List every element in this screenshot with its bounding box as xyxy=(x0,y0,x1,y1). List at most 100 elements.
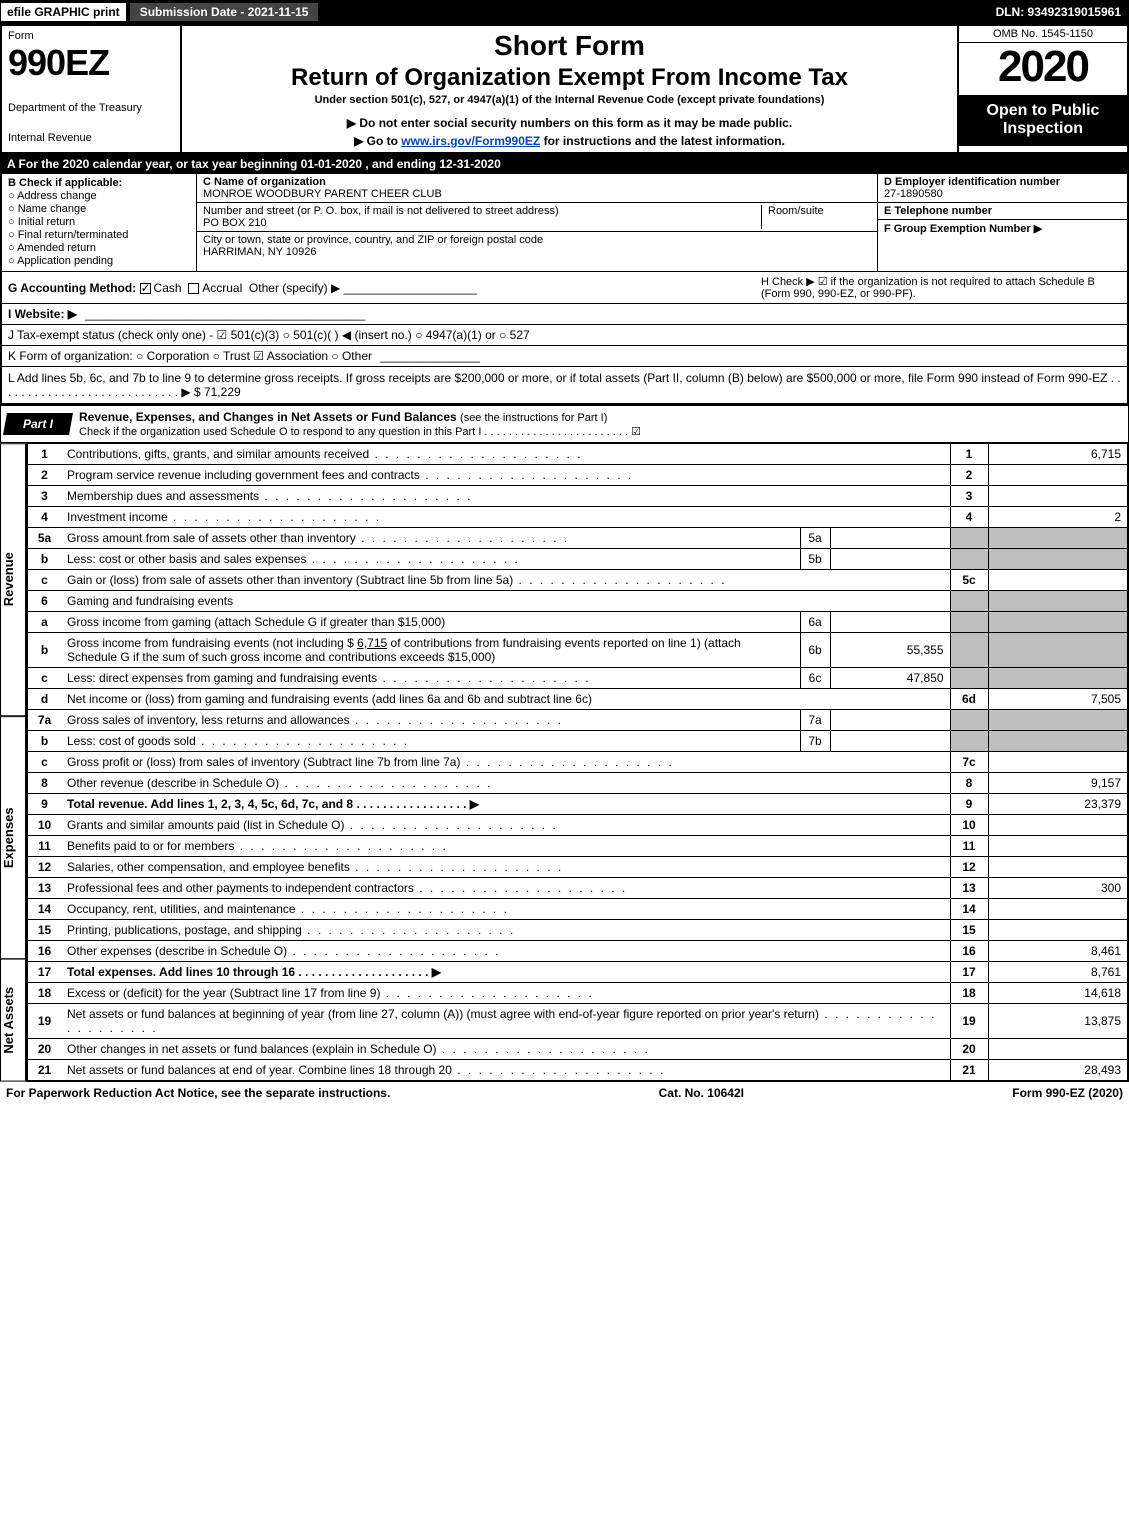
irs-link[interactable]: www.irs.gov/Form990EZ xyxy=(401,134,540,148)
line-a-tax-year: A For the 2020 calendar year, or tax yea… xyxy=(0,154,1129,174)
ln-1: 1 xyxy=(27,444,61,465)
num-5c: 5c xyxy=(950,570,988,591)
form-header: Form 990EZ Department of the Treasury In… xyxy=(0,24,1129,154)
subval-6c: 47,850 xyxy=(830,668,950,689)
num-2: 2 xyxy=(950,465,988,486)
part-1-sub: Check if the organization used Schedule … xyxy=(79,426,641,438)
row-6b: b Gross income from fundraising events (… xyxy=(27,633,1128,668)
amt-6c-shade xyxy=(988,668,1128,689)
row-4: 4 Investment income 4 2 xyxy=(27,507,1128,528)
amt-5b-shade xyxy=(988,549,1128,570)
amt-21: 28,493 xyxy=(988,1060,1128,1082)
part-1-header: Part I Revenue, Expenses, and Changes in… xyxy=(0,405,1129,443)
group-exemption-label: F Group Exemption Number ▶ xyxy=(884,223,1042,235)
subval-6a xyxy=(830,612,950,633)
page-footer: For Paperwork Reduction Act Notice, see … xyxy=(0,1082,1129,1104)
accrual-label: Accrual xyxy=(202,281,242,295)
row-19: 19 Net assets or fund balances at beginn… xyxy=(27,1004,1128,1039)
room-suite-label: Room/suite xyxy=(761,205,871,229)
form-number: 990EZ xyxy=(8,42,174,84)
row-15: 15 Printing, publications, postage, and … xyxy=(27,920,1128,941)
ln-4: 4 xyxy=(27,507,61,528)
part-1-table: 1 Contributions, gifts, grants, and simi… xyxy=(26,443,1129,1082)
desc-14: Occupancy, rent, utilities, and maintena… xyxy=(61,899,950,920)
num-3: 3 xyxy=(950,486,988,507)
amt-6-shade xyxy=(988,591,1128,612)
row-11: 11 Benefits paid to or for members 11 xyxy=(27,836,1128,857)
row-7b: b Less: cost of goods sold 7b xyxy=(27,731,1128,752)
ln-17: 17 xyxy=(27,962,61,983)
ln-6: 6 xyxy=(27,591,61,612)
website-label: I Website: ▶ xyxy=(8,307,77,321)
line-i-website: I Website: ▶ ___________________________… xyxy=(0,304,1129,325)
main-table-area: Revenue Expenses Net Assets 1 Contributi… xyxy=(0,443,1129,1082)
title-return: Return of Organization Exempt From Incom… xyxy=(192,64,947,92)
header-right: OMB No. 1545-1150 2020 Open to Public In… xyxy=(957,26,1127,152)
amt-13: 300 xyxy=(988,878,1128,899)
num-21: 21 xyxy=(950,1060,988,1082)
chk-initial-return[interactable]: Initial return xyxy=(8,216,190,228)
row-1: 1 Contributions, gifts, grants, and simi… xyxy=(27,444,1128,465)
row-16: 16 Other expenses (describe in Schedule … xyxy=(27,941,1128,962)
sub-6a: 6a xyxy=(800,612,830,633)
cash-label: Cash xyxy=(154,281,182,295)
amt-4: 2 xyxy=(988,507,1128,528)
num-6c-shade xyxy=(950,668,988,689)
amt-6a-shade xyxy=(988,612,1128,633)
desc-9: Total revenue. Add lines 1, 2, 3, 4, 5c,… xyxy=(61,794,950,815)
num-7c: 7c xyxy=(950,752,988,773)
sub-7a: 7a xyxy=(800,710,830,731)
desc-7a: Gross sales of inventory, less returns a… xyxy=(61,710,800,731)
ein-label: D Employer identification number xyxy=(884,176,1060,188)
desc-6b-1: Gross income from fundraising events (no… xyxy=(67,636,354,650)
row-18: 18 Excess or (deficit) for the year (Sub… xyxy=(27,983,1128,1004)
sub-6c: 6c xyxy=(800,668,830,689)
desc-11: Benefits paid to or for members xyxy=(61,836,950,857)
num-5a-shade xyxy=(950,528,988,549)
num-6d: 6d xyxy=(950,689,988,710)
desc-10: Grants and similar amounts paid (list in… xyxy=(61,815,950,836)
desc-4: Investment income xyxy=(61,507,950,528)
amt-3 xyxy=(988,486,1128,507)
desc-21: Net assets or fund balances at end of ye… xyxy=(61,1060,950,1082)
amt-19: 13,875 xyxy=(988,1004,1128,1039)
chk-name-change[interactable]: Name change xyxy=(8,203,190,215)
row-5b: b Less: cost or other basis and sales ex… xyxy=(27,549,1128,570)
sub-5b: 5b xyxy=(800,549,830,570)
dept-irs: Internal Revenue xyxy=(8,132,174,144)
row-10: 10 Grants and similar amounts paid (list… xyxy=(27,815,1128,836)
subval-5b xyxy=(830,549,950,570)
ln-18: 18 xyxy=(27,983,61,1004)
row-6d: d Net income or (loss) from gaming and f… xyxy=(27,689,1128,710)
desc-13: Professional fees and other payments to … xyxy=(61,878,950,899)
chk-amended-return[interactable]: Amended return xyxy=(8,242,190,254)
footer-form-ref: Form 990-EZ (2020) xyxy=(1012,1086,1123,1100)
form-label: Form xyxy=(8,30,174,42)
ln-5c: c xyxy=(27,570,61,591)
chk-cash[interactable] xyxy=(140,283,151,294)
num-6-shade xyxy=(950,591,988,612)
line-g-h: G Accounting Method: Cash Accrual Other … xyxy=(0,272,1129,304)
chk-application-pending[interactable]: Application pending xyxy=(8,255,190,267)
dln: DLN: 93492319015961 xyxy=(988,3,1129,21)
num-17: 17 xyxy=(950,962,988,983)
desc-1: Contributions, gifts, grants, and simila… xyxy=(61,444,950,465)
desc-5c: Gain or (loss) from sale of assets other… xyxy=(61,570,950,591)
footer-paperwork: For Paperwork Reduction Act Notice, see … xyxy=(6,1086,390,1100)
num-4: 4 xyxy=(950,507,988,528)
num-12: 12 xyxy=(950,857,988,878)
ln-7b: b xyxy=(27,731,61,752)
chk-accrual[interactable] xyxy=(188,283,199,294)
desc-6c: Less: direct expenses from gaming and fu… xyxy=(61,668,800,689)
subval-5a xyxy=(830,528,950,549)
efile-print-button[interactable]: efile GRAPHIC print xyxy=(0,2,127,22)
ln-19: 19 xyxy=(27,1004,61,1039)
row-21: 21 Net assets or fund balances at end of… xyxy=(27,1060,1128,1082)
side-expenses: Expenses xyxy=(0,716,26,959)
num-6b-shade xyxy=(950,633,988,668)
chk-final-return[interactable]: Final return/terminated xyxy=(8,229,190,241)
amt-20 xyxy=(988,1039,1128,1060)
ln-2: 2 xyxy=(27,465,61,486)
desc-8: Other revenue (describe in Schedule O) xyxy=(61,773,950,794)
chk-address-change[interactable]: Address change xyxy=(8,190,190,202)
